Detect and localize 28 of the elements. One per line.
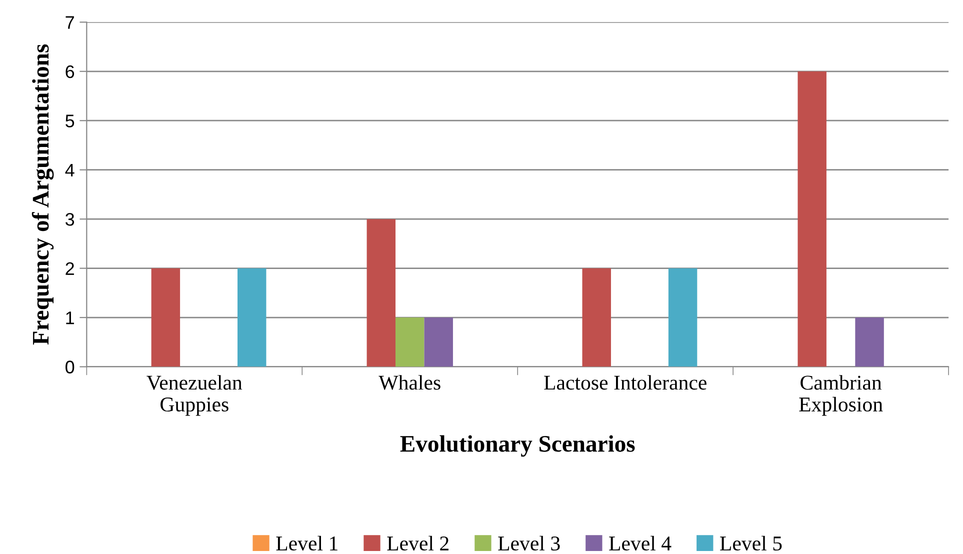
y-axis-title: Frequency of Argumentations (32, 44, 54, 345)
bar (366, 219, 396, 367)
bar (424, 318, 453, 367)
legend-label: Level 2 (387, 536, 448, 551)
legend-label: Level 5 (720, 536, 782, 551)
x-tick-label: Cambrian Explosion (799, 375, 883, 416)
x-axis-title: Evolutionary Scenarios (400, 435, 635, 457)
bar (855, 318, 884, 367)
y-tick-label: 7 (66, 16, 74, 29)
x-tick-label: Whales (378, 375, 440, 390)
bar (668, 268, 698, 367)
y-tick-label: 5 (66, 114, 74, 128)
bar (151, 268, 180, 367)
bar (582, 268, 611, 367)
bar (396, 318, 424, 367)
legend-label: Level 1 (276, 536, 338, 551)
y-tick-label: 6 (66, 65, 74, 78)
y-tick-label: 0 (66, 360, 74, 374)
y-tick-label: 4 (65, 164, 74, 176)
y-tick-label: 1 (66, 312, 74, 324)
legend-label: Level 3 (498, 536, 560, 551)
bar (798, 71, 826, 367)
y-tick-label: 3 (66, 213, 74, 226)
legend-label: Level 4 (609, 536, 672, 551)
y-tick-label: 2 (66, 262, 74, 275)
x-tick-label: Lactose Intolerance (544, 375, 706, 390)
bar (238, 268, 266, 367)
x-tick-label: Venezuelan Guppies (146, 375, 242, 416)
